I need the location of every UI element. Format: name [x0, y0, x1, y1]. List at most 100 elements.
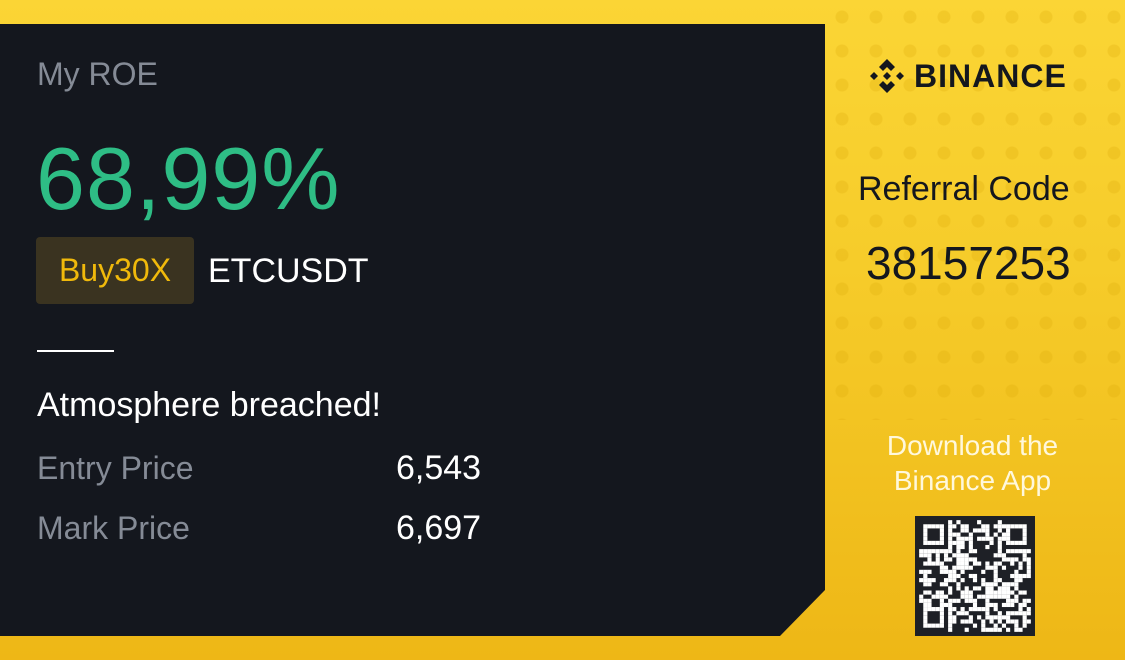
qr-module	[1022, 524, 1027, 529]
qr-module	[981, 578, 986, 583]
qr-module	[997, 615, 1002, 620]
qr-module	[923, 540, 928, 545]
qr-module	[960, 536, 965, 541]
qr-module	[943, 557, 949, 562]
qr-module	[981, 528, 986, 533]
qr-module	[1022, 553, 1027, 558]
qr-module	[948, 607, 953, 612]
qr-module	[923, 607, 928, 612]
qr-module	[1022, 540, 1027, 545]
qr-module	[985, 598, 990, 603]
qr-module	[989, 540, 994, 545]
qr-module	[956, 565, 961, 570]
qr-module	[964, 524, 969, 529]
qr-module	[956, 544, 961, 550]
qr-module	[1001, 615, 1007, 620]
qr-module	[1014, 627, 1019, 632]
qr-module	[968, 565, 973, 570]
qr-module	[977, 586, 982, 591]
qr-module	[1026, 607, 1031, 612]
qr-module	[923, 615, 928, 620]
qr-module	[948, 602, 953, 608]
qr-module	[943, 602, 949, 608]
qr-module	[960, 611, 965, 616]
qr-module	[960, 544, 965, 550]
qr-module	[1022, 602, 1027, 608]
qr-module	[1022, 532, 1027, 537]
qr-module	[1018, 627, 1023, 632]
qr-module	[993, 561, 998, 566]
qr-module	[1014, 573, 1019, 579]
qr-module	[985, 611, 990, 616]
qr-module	[927, 540, 932, 545]
qr-module	[939, 532, 944, 537]
qr-code[interactable]	[915, 516, 1035, 636]
qr-module	[935, 623, 940, 628]
qr-module	[1010, 524, 1015, 529]
qr-module	[960, 594, 965, 599]
qr-module	[923, 619, 928, 624]
qr-module	[968, 557, 973, 562]
qr-module	[1006, 590, 1011, 595]
qr-module	[977, 520, 982, 525]
qr-module	[1010, 557, 1015, 562]
binance-logo: BINANCE	[868, 57, 1067, 95]
qr-module	[960, 524, 965, 529]
qr-module	[956, 561, 961, 566]
qr-module	[1026, 549, 1031, 554]
qr-module	[919, 549, 924, 554]
qr-module	[939, 540, 944, 545]
qr-module	[931, 623, 936, 628]
qr-module	[948, 524, 953, 529]
qr-module	[935, 590, 940, 595]
qr-module	[952, 615, 957, 620]
qr-module	[927, 607, 932, 612]
qr-module	[948, 549, 953, 554]
qr-module	[927, 549, 932, 554]
qr-module	[968, 573, 973, 579]
qr-module	[964, 553, 969, 558]
qr-module	[1006, 540, 1011, 545]
qr-module	[927, 582, 932, 587]
qr-module	[1014, 623, 1019, 628]
qr-module	[1026, 557, 1031, 562]
roe-value: 68,99%	[36, 129, 341, 228]
qr-module	[993, 615, 998, 620]
qr-module	[1026, 565, 1031, 570]
qr-module	[948, 544, 953, 550]
qr-module	[923, 590, 928, 595]
qr-module	[993, 582, 998, 587]
qr-module	[1010, 561, 1015, 566]
qr-module	[985, 582, 990, 587]
qr-module	[1014, 569, 1019, 574]
qr-module	[964, 528, 969, 533]
qr-module	[1001, 586, 1007, 591]
qr-module	[919, 569, 924, 574]
qr-module	[960, 590, 965, 595]
qr-module	[1014, 594, 1019, 599]
qr-module	[1018, 573, 1023, 579]
referral-label: Referral Code	[858, 170, 1070, 208]
qr-module	[993, 623, 998, 628]
qr-module	[964, 590, 969, 595]
qr-module	[977, 594, 982, 599]
qr-module	[1010, 619, 1015, 624]
qr-module	[997, 611, 1002, 616]
qr-module	[943, 565, 949, 570]
qr-module	[1018, 540, 1023, 545]
qr-module	[927, 553, 932, 558]
qr-module	[952, 532, 957, 537]
qr-module	[993, 565, 998, 570]
qr-module	[1022, 623, 1027, 628]
qr-module	[939, 619, 944, 624]
qr-module	[981, 623, 986, 628]
qr-module	[1014, 557, 1019, 562]
qr-module	[923, 528, 928, 533]
qr-module	[952, 578, 957, 583]
qr-module	[1010, 611, 1015, 616]
qr-module	[1001, 590, 1007, 595]
qr-module	[1014, 578, 1019, 583]
qr-module	[948, 557, 953, 562]
qr-module	[935, 553, 940, 558]
qr-module	[1006, 557, 1011, 562]
